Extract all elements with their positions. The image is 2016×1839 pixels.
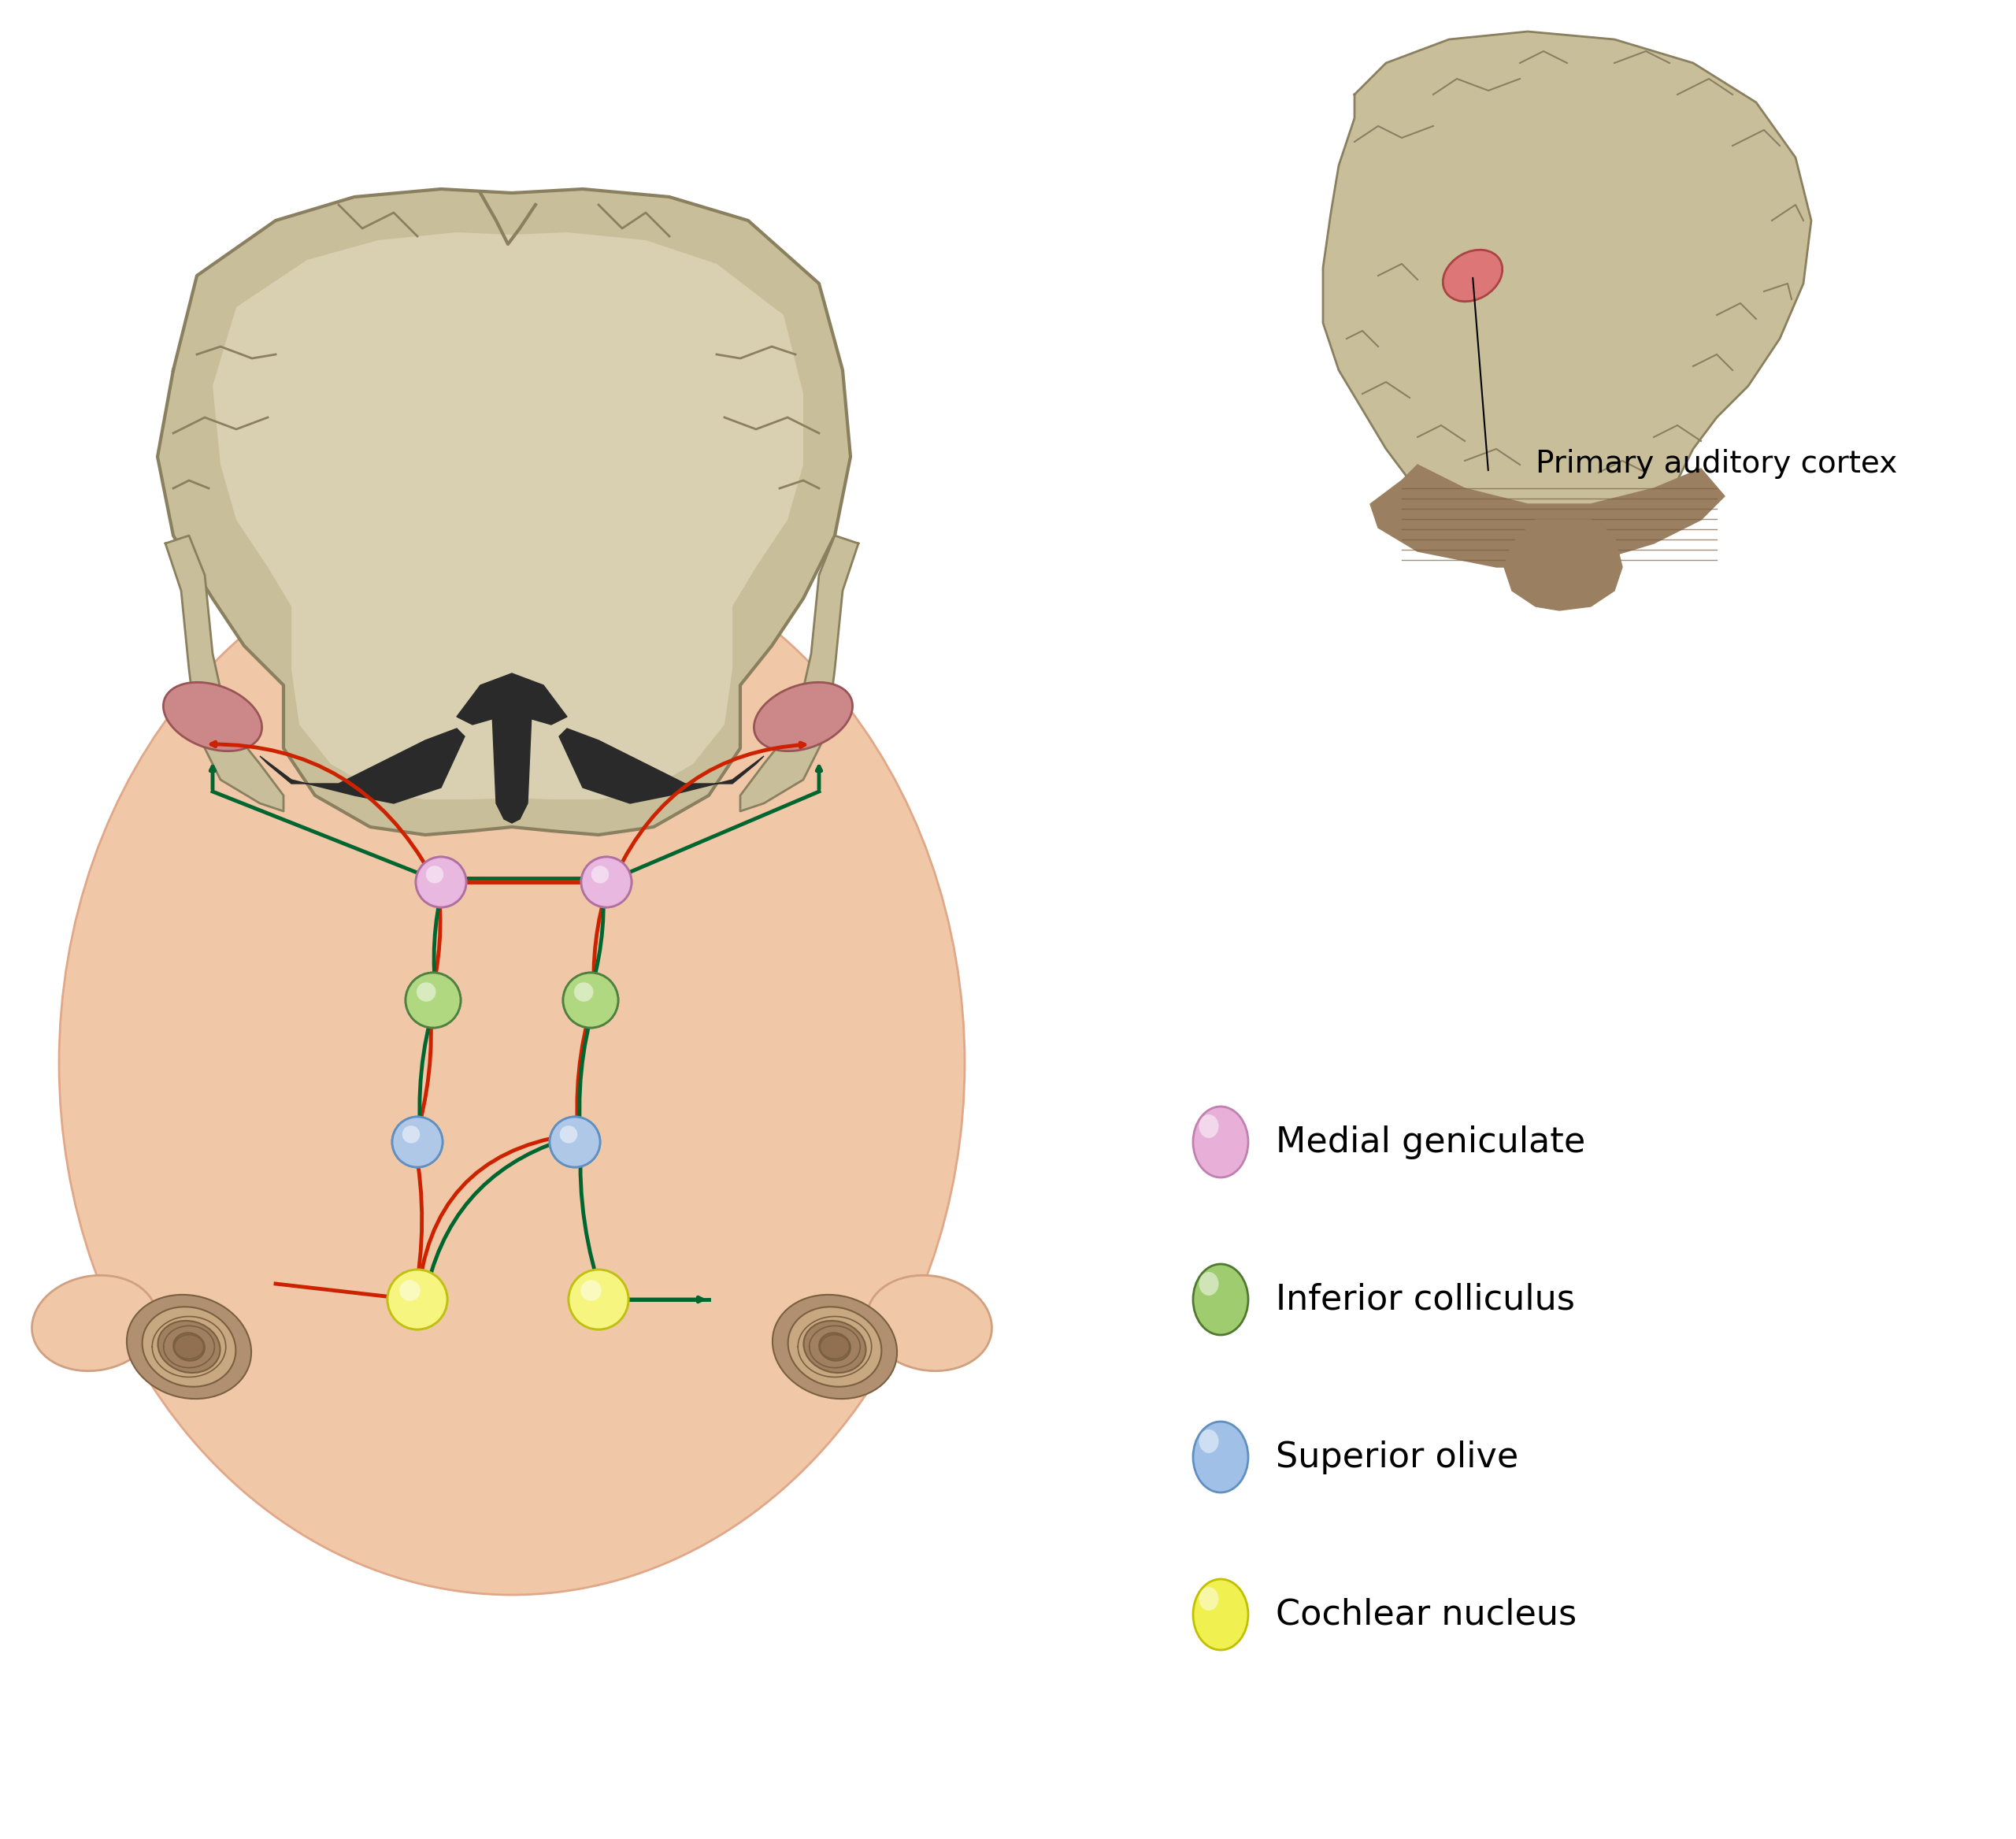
Circle shape [393, 1116, 444, 1168]
Ellipse shape [867, 1274, 992, 1370]
Circle shape [581, 1280, 601, 1300]
Text: Cochlear nucleus: Cochlear nucleus [1276, 1598, 1577, 1631]
Circle shape [569, 1269, 629, 1330]
Ellipse shape [818, 1333, 851, 1361]
Circle shape [399, 1280, 421, 1300]
Circle shape [569, 1269, 629, 1330]
Circle shape [399, 1280, 421, 1300]
Circle shape [405, 973, 462, 1028]
Circle shape [417, 982, 435, 1002]
Ellipse shape [1193, 1422, 1248, 1493]
Circle shape [591, 866, 609, 883]
Text: Superior olive: Superior olive [1276, 1440, 1518, 1473]
Ellipse shape [1200, 1429, 1218, 1453]
Ellipse shape [1200, 1114, 1218, 1138]
Circle shape [403, 1125, 419, 1144]
Ellipse shape [173, 1333, 206, 1361]
Ellipse shape [1443, 250, 1502, 302]
Circle shape [405, 973, 462, 1028]
Circle shape [387, 1269, 448, 1330]
Text: Inferior colliculus: Inferior colliculus [1276, 1282, 1574, 1317]
Text: Medial geniculate: Medial geniculate [1276, 1125, 1585, 1159]
Ellipse shape [157, 1320, 220, 1372]
Circle shape [581, 1280, 601, 1300]
Ellipse shape [754, 682, 853, 750]
Text: Primary auditory cortex: Primary auditory cortex [1536, 449, 1897, 478]
Ellipse shape [163, 682, 262, 750]
Polygon shape [1322, 31, 1810, 528]
Circle shape [562, 973, 619, 1028]
Circle shape [403, 1125, 419, 1144]
Ellipse shape [804, 1320, 867, 1372]
Ellipse shape [1200, 1587, 1218, 1611]
Circle shape [425, 866, 444, 883]
Ellipse shape [1200, 1273, 1218, 1295]
Circle shape [591, 866, 609, 883]
Circle shape [581, 857, 631, 907]
Polygon shape [212, 232, 802, 800]
Polygon shape [558, 728, 764, 804]
Ellipse shape [1193, 1263, 1248, 1335]
Circle shape [393, 1116, 444, 1168]
Ellipse shape [58, 531, 966, 1594]
Ellipse shape [143, 1308, 236, 1387]
Polygon shape [740, 535, 859, 811]
Circle shape [415, 857, 466, 907]
Polygon shape [492, 704, 532, 824]
Circle shape [415, 857, 466, 907]
Circle shape [425, 866, 444, 883]
Polygon shape [1504, 520, 1623, 611]
Circle shape [560, 1125, 577, 1144]
Polygon shape [165, 535, 284, 811]
Circle shape [581, 857, 631, 907]
Circle shape [550, 1116, 601, 1168]
Circle shape [575, 982, 593, 1002]
Circle shape [575, 982, 593, 1002]
Ellipse shape [32, 1274, 157, 1370]
Ellipse shape [772, 1295, 897, 1399]
Circle shape [560, 1125, 577, 1144]
Polygon shape [1371, 465, 1724, 566]
Ellipse shape [1193, 1107, 1248, 1177]
Circle shape [417, 982, 435, 1002]
Circle shape [550, 1116, 601, 1168]
Polygon shape [458, 673, 566, 725]
Ellipse shape [127, 1295, 252, 1399]
Polygon shape [157, 189, 851, 835]
Polygon shape [260, 728, 464, 804]
Ellipse shape [1193, 1580, 1248, 1650]
Ellipse shape [788, 1308, 881, 1387]
Circle shape [562, 973, 619, 1028]
Circle shape [387, 1269, 448, 1330]
